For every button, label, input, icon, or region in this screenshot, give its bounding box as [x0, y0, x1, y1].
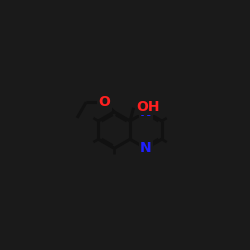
Text: O: O	[98, 95, 110, 109]
Text: OH: OH	[136, 100, 160, 114]
Text: N: N	[140, 142, 152, 156]
Text: N: N	[140, 105, 152, 119]
